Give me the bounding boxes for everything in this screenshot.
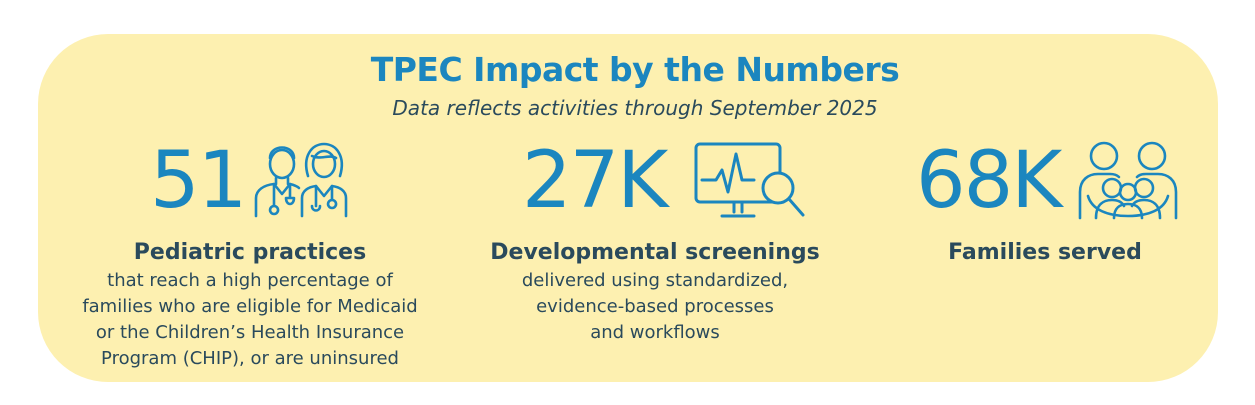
page-subtitle: Data reflects activities through Septemb…	[392, 96, 878, 120]
stat-screenings-description: delivered using standardized, evidence-b…	[521, 270, 789, 343]
stat-families-label: Families served	[948, 240, 1142, 265]
family-icon	[1078, 141, 1178, 220]
doctors-icon	[254, 142, 348, 218]
page-title: TPEC Impact by the Numbers	[370, 50, 900, 89]
stat-practices-label: Pediatric practices	[133, 240, 367, 265]
stat-practices-description: that reach a high percentage of families…	[82, 270, 418, 369]
stat-practices-value: 51	[150, 136, 247, 226]
stat-screenings-value: 27K	[522, 136, 668, 226]
monitor-search-icon	[694, 142, 805, 218]
stats-panel	[38, 34, 1218, 382]
stat-families-value: 68K	[916, 136, 1062, 226]
stat-screenings-label: Developmental screenings	[490, 240, 820, 265]
